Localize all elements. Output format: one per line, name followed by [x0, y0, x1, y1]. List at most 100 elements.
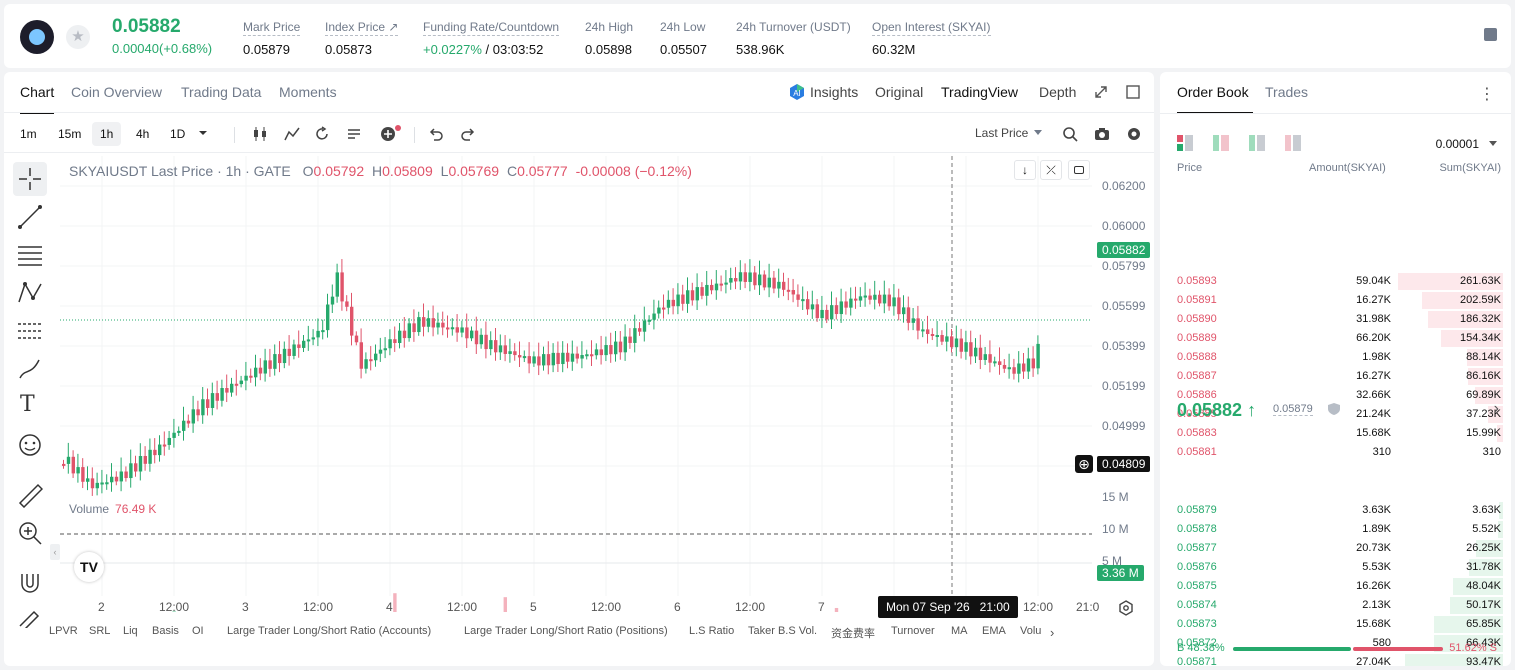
more-menu-icon[interactable]: ⋮	[1479, 86, 1495, 103]
indicator-basis[interactable]: Basis	[152, 625, 179, 637]
indicator-volume[interactable]: Volu	[1020, 625, 1042, 637]
chevron-down-icon[interactable]	[1034, 130, 1042, 136]
ruler-tool-icon[interactable]	[17, 482, 43, 508]
indicator-oi[interactable]: OI	[192, 625, 204, 637]
redo-icon[interactable]	[460, 126, 476, 142]
indicator-lpvr[interactable]: LPVR	[49, 625, 78, 637]
maximize-pane-icon[interactable]	[1068, 160, 1090, 180]
tab-trades[interactable]: Trades	[1265, 84, 1309, 100]
chevron-right-icon[interactable]: ›	[1493, 400, 1499, 417]
indicator-ls-ratio[interactable]: L.S Ratio	[689, 625, 735, 637]
candle-body	[292, 344, 296, 356]
bid-row[interactable]: 0.05879 3.63K 3.63K	[1160, 501, 1511, 520]
view-bids-icon[interactable]	[1213, 135, 1231, 151]
indicator-srl[interactable]: SRL	[89, 625, 111, 637]
indicator-taker-vol[interactable]: Taker B.S Vol.	[748, 625, 818, 637]
tradingview-logo-icon[interactable]: TV	[74, 552, 104, 582]
indicator-lt-accounts[interactable]: Large Trader Long/Short Ratio (Accounts)	[227, 625, 432, 637]
tab-tradingview[interactable]: TradingView	[941, 84, 1019, 100]
ask-row[interactable]: 0.05881 310 310	[1160, 443, 1511, 462]
ask-row[interactable]: 0.05889 66.20K 154.34K	[1160, 329, 1511, 348]
ask-row[interactable]: 0.05885 21.24K 37.23K	[1160, 405, 1511, 424]
ask-row[interactable]: 0.05891 16.27K 202.59K	[1160, 291, 1511, 310]
add-indicator-icon[interactable]	[378, 124, 402, 144]
precision-select[interactable]: 0.00001	[1435, 137, 1479, 151]
candlestick-chart[interactable]	[60, 156, 1092, 612]
book-icon[interactable]	[1484, 28, 1497, 41]
window-icon[interactable]	[1126, 85, 1140, 99]
zoom-in-tool-icon[interactable]	[17, 520, 43, 546]
indicator-turnover[interactable]: Turnover	[891, 625, 935, 637]
indicator-scroll-right-icon[interactable]: ›	[1050, 625, 1055, 640]
pencil-lock-tool-icon[interactable]	[17, 608, 43, 628]
ask-row[interactable]: 0.05886 32.66K 69.89K	[1160, 386, 1511, 405]
price-type-select[interactable]: Last Price	[975, 126, 1029, 140]
crosshair-tool-icon[interactable]	[13, 162, 47, 196]
chevron-down-icon[interactable]	[1489, 141, 1497, 147]
view-both-icon[interactable]	[1177, 135, 1195, 151]
tab-moments[interactable]: Moments	[279, 84, 337, 100]
fib-tool-icon[interactable]	[17, 242, 43, 268]
indicator-liq[interactable]: Liq	[123, 625, 138, 637]
bid-row[interactable]: 0.05875 16.26K 48.04K	[1160, 577, 1511, 596]
depth-bar	[1453, 578, 1503, 595]
tab-insights[interactable]: Insights	[810, 84, 859, 100]
tab-trading-data[interactable]: Trading Data	[181, 84, 262, 100]
magnet-tool-icon[interactable]	[17, 570, 43, 596]
time-axis-settings-icon[interactable]	[1118, 600, 1134, 616]
timeframe-1d[interactable]: 1D	[170, 127, 186, 141]
tab-order-book[interactable]: Order Book	[1177, 84, 1249, 100]
view-asks-icon[interactable]	[1285, 135, 1303, 151]
bid-row[interactable]: 0.05878 1.89K 5.52K	[1160, 520, 1511, 539]
indicator-funding[interactable]: 资金费率	[831, 628, 875, 640]
search-icon[interactable]	[1062, 126, 1078, 142]
scroll-down-icon[interactable]: ↓	[1014, 160, 1036, 180]
brush-tool-icon[interactable]	[17, 356, 43, 382]
timeframe-15m[interactable]: 15m	[58, 127, 82, 141]
ask-row[interactable]: 0.05893 59.04K 261.63K	[1160, 272, 1511, 291]
timeframe-1m[interactable]: 1m	[20, 127, 37, 141]
favorite-star-icon[interactable]: ★	[66, 25, 90, 49]
candle-body	[191, 409, 195, 424]
candle-body	[983, 354, 987, 360]
projection-tool-icon[interactable]	[17, 318, 43, 344]
indicators-icon[interactable]	[284, 126, 300, 142]
indicator-lt-positions[interactable]: Large Trader Long/Short Ratio (Positions…	[464, 625, 668, 637]
bid-row[interactable]: 0.05874 2.13K 50.17K	[1160, 596, 1511, 615]
ask-row[interactable]: 0.05888 1.98K 88.14K	[1160, 348, 1511, 367]
collapse-tools-icon[interactable]: ‹	[50, 544, 60, 560]
view-buys-icon[interactable]	[1249, 135, 1267, 151]
tab-original[interactable]: Original	[875, 84, 924, 100]
tab-coin-overview[interactable]: Coin Overview	[71, 84, 163, 100]
indicator-ema[interactable]: EMA	[982, 625, 1006, 637]
stat-index-price[interactable]: Index Price ↗ 0.05873	[325, 20, 399, 57]
bid-row[interactable]: 0.05876 5.53K 31.78K	[1160, 558, 1511, 577]
emoji-tool-icon[interactable]	[17, 432, 43, 458]
tab-depth[interactable]: Depth	[1039, 84, 1077, 100]
ask-row[interactable]: 0.05887 16.27K 86.16K	[1160, 367, 1511, 386]
candle-body	[786, 289, 791, 292]
pattern-tool-icon[interactable]	[17, 280, 43, 306]
text-tool-icon[interactable]: T	[20, 392, 35, 417]
settings-gear-icon[interactable]	[1126, 126, 1142, 142]
tab-chart[interactable]: Chart	[20, 84, 55, 114]
bid-row[interactable]: 0.05873 15.68K 65.85K	[1160, 615, 1511, 634]
bid-row[interactable]: 0.05877 20.73K 26.25K	[1160, 539, 1511, 558]
indicator-ma[interactable]: MA	[951, 625, 968, 637]
bid-row[interactable]: 0.05871 27.04K 93.47K	[1160, 653, 1511, 666]
add-alert-plus-icon[interactable]: ⊕	[1075, 455, 1093, 473]
trend-line-tool-icon[interactable]	[17, 204, 43, 230]
templates-icon[interactable]	[346, 126, 362, 142]
ask-row[interactable]: 0.05890 31.98K 186.32K	[1160, 310, 1511, 329]
camera-icon[interactable]	[1094, 126, 1110, 142]
collapse-icon[interactable]: ⤫	[1040, 160, 1062, 180]
timeframe-1h[interactable]: 1h	[92, 122, 122, 146]
candles-type-icon[interactable]	[252, 126, 268, 142]
bid-row[interactable]: 0.05872 580 66.43K	[1160, 634, 1511, 653]
expand-icon[interactable]	[1094, 85, 1108, 99]
timeframe-dropdown-icon[interactable]	[198, 129, 208, 137]
timeframe-4h[interactable]: 4h	[136, 127, 150, 141]
replay-icon[interactable]	[314, 126, 330, 142]
ask-row[interactable]: 0.05883 15.68K 15.99K	[1160, 424, 1511, 443]
undo-icon[interactable]	[428, 126, 444, 142]
